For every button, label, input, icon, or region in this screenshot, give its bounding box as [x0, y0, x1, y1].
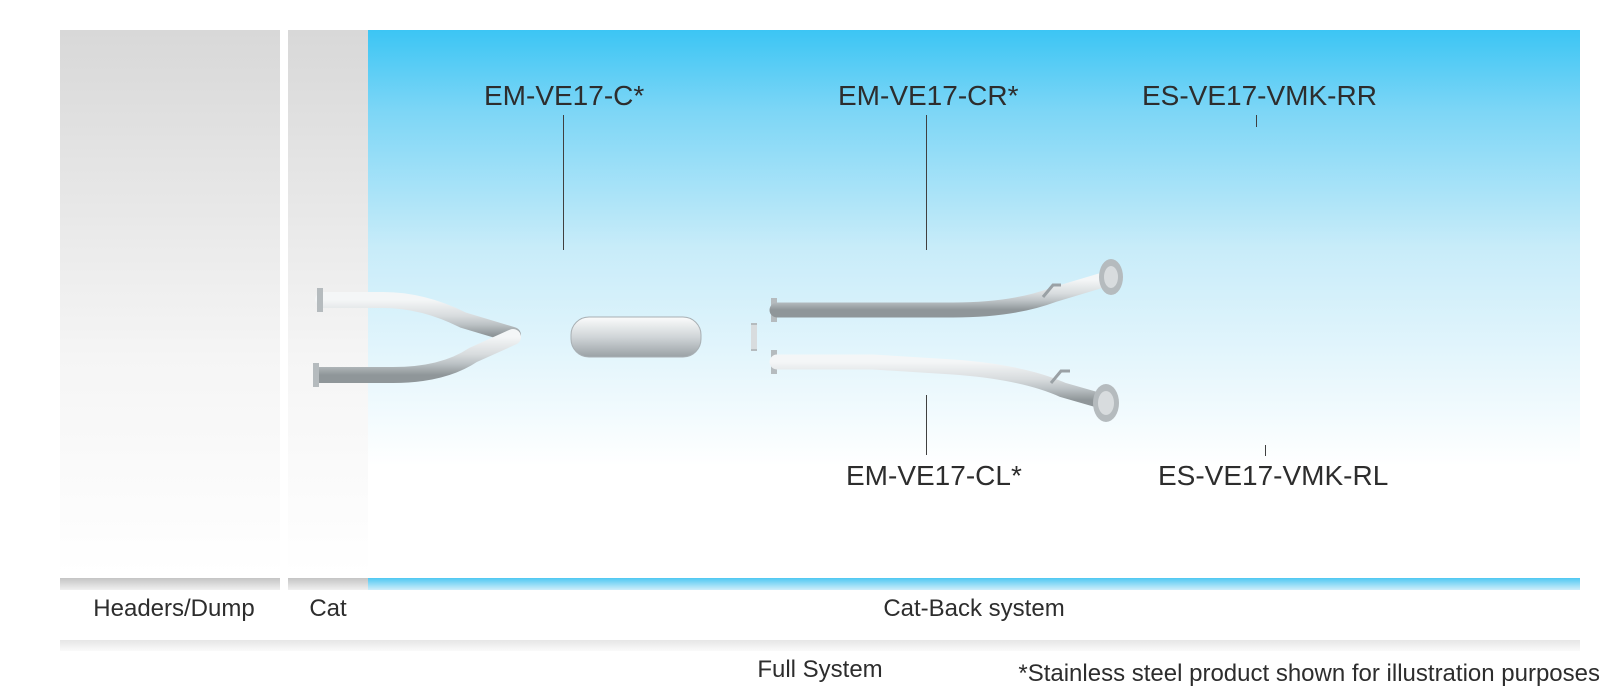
label-es-ve17-vmk-rl: ES-VE17-VMK-RL [1158, 460, 1388, 492]
panel-headers [60, 30, 280, 575]
label-em-ve17-c: EM-VE17-C* [484, 80, 644, 112]
leader-line [1265, 445, 1266, 456]
diagram-panels: EM-VE17-C* EM-VE17-CR* ES-VE17-VMK-RR EM… [60, 30, 1580, 575]
label-catback: Cat-Back system [368, 595, 1580, 623]
section-bars [60, 578, 1580, 590]
bar-full-system [60, 640, 1580, 651]
leader-line [563, 115, 564, 250]
section-labels: Headers/Dump Cat Cat-Back system [60, 595, 1580, 623]
leader-line [926, 115, 927, 250]
bar-headers [60, 578, 280, 590]
footnote: *Stainless steel product shown for illus… [1018, 660, 1600, 688]
label-em-ve17-cr: EM-VE17-CR* [838, 80, 1018, 112]
label-cat: Cat [288, 595, 368, 623]
label-headers: Headers/Dump [60, 595, 288, 623]
leader-line [1256, 115, 1257, 127]
label-es-ve17-vmk-rr: ES-VE17-VMK-RR [1142, 80, 1377, 112]
label-em-ve17-cl: EM-VE17-CL* [846, 460, 1022, 492]
bar-cat [288, 578, 368, 590]
bar-catback [368, 578, 1580, 590]
panel-catback: EM-VE17-C* EM-VE17-CR* ES-VE17-VMK-RR EM… [368, 30, 1580, 575]
exhaust-pipes-illustration [313, 255, 1213, 425]
